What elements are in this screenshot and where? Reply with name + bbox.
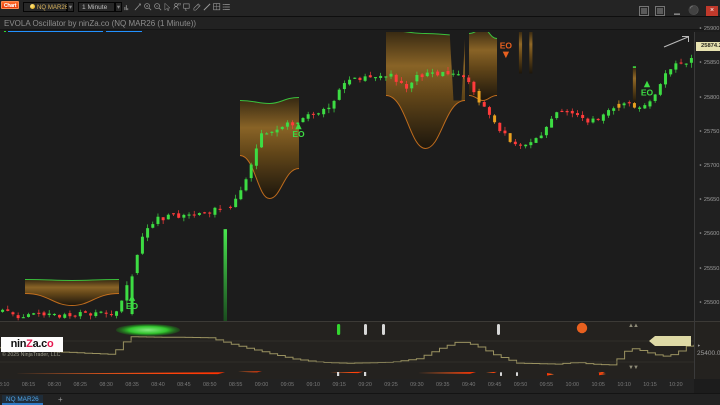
svg-text:EO: EO: [292, 129, 305, 139]
svg-text:EO: EO: [500, 40, 513, 50]
svg-text:EO: EO: [126, 300, 139, 310]
svg-text:EO: EO: [641, 87, 654, 97]
